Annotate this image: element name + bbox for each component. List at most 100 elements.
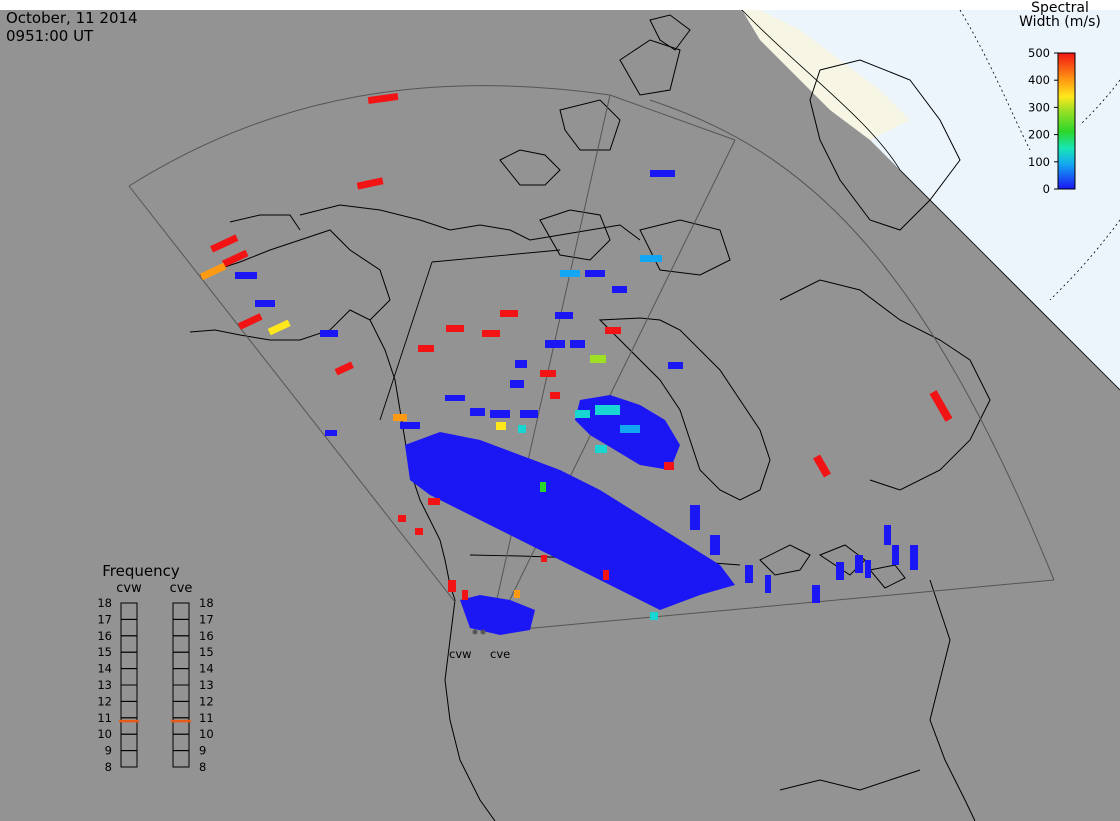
echo-cell	[865, 560, 871, 578]
frequency-scale-label: 8	[105, 760, 112, 774]
cve-fov-south-edge	[489, 579, 1055, 633]
plot-time: 0951:00 UT	[6, 27, 94, 45]
echo-cell	[640, 255, 662, 262]
echo-cell	[590, 355, 606, 363]
echo-cell	[555, 312, 573, 319]
frequency-title: Frequency	[102, 562, 180, 580]
echo-cell	[550, 392, 560, 399]
echo-cell	[603, 570, 609, 580]
echo-cell	[812, 585, 820, 603]
frequency-scale-label: 14	[199, 662, 214, 676]
echo-cell	[518, 425, 526, 433]
echo-cell	[690, 505, 700, 530]
colorbar-tick-label: 300	[1028, 100, 1050, 114]
echo-cell	[235, 272, 257, 279]
echo-cell	[325, 430, 337, 436]
echo-cell	[668, 362, 683, 369]
echo-cell	[605, 327, 621, 334]
greenland-ice-region	[742, 10, 910, 140]
frequency-scale-label: 17	[97, 612, 112, 626]
echo-cell	[334, 361, 354, 376]
echo-cell	[650, 170, 675, 177]
echo-cell	[514, 590, 520, 598]
frequency-scale-label: 13	[97, 678, 112, 692]
frequency-scale-label: 11	[199, 711, 214, 725]
colorbar-gradient	[1057, 52, 1076, 190]
echo-cell	[855, 555, 863, 573]
frequency-box	[172, 750, 190, 768]
echo-cell	[515, 360, 527, 368]
echo-cell	[482, 330, 500, 337]
echo-cell	[612, 286, 627, 293]
radar-site-label-cve: cve	[490, 647, 510, 661]
echo-cell	[540, 370, 556, 377]
fov-connector	[609, 94, 736, 141]
radar-site-label-cvw: cvw	[449, 647, 472, 661]
echo-cell	[446, 325, 464, 332]
frequency-scale-label: 8	[199, 760, 206, 774]
latitude-circle	[1079, 79, 1120, 126]
terminator-line	[741, 9, 1120, 391]
echo-cell	[575, 410, 590, 418]
echo-cell	[415, 528, 423, 535]
echo-cell	[418, 345, 434, 352]
top-margin	[0, 0, 1120, 10]
echo-cell	[462, 590, 468, 600]
echo-cell	[448, 580, 456, 592]
echo-cell	[570, 340, 585, 348]
frequency-scale-label: 18	[97, 596, 112, 610]
echo-cell	[210, 234, 239, 253]
echo-cell	[237, 313, 263, 330]
echo-cell	[892, 545, 899, 565]
cve-fov-west-edge	[494, 139, 736, 631]
echo-cell	[929, 390, 953, 422]
frequency-scale-label: 14	[97, 662, 112, 676]
radar-site-marker	[472, 629, 478, 635]
frequency-scale-label: 9	[105, 744, 112, 758]
echo-cell	[500, 310, 518, 317]
echo-cell	[745, 565, 753, 583]
frequency-scale-label: 12	[97, 694, 112, 708]
radar-fov-outlines	[128, 85, 1055, 633]
frequency-box	[120, 750, 138, 768]
cve-fov-far-edge	[649, 99, 1055, 581]
frequency-radar-label-cvw: cvw	[116, 581, 142, 596]
echo-cell	[813, 454, 831, 478]
cvw-fov-far-edge	[128, 85, 611, 187]
echo-cell	[540, 482, 546, 492]
echo-cell	[520, 410, 538, 418]
frequency-scale-label: 15	[199, 645, 214, 659]
echo-cell	[393, 414, 407, 421]
frequency-scale-label: 11	[97, 711, 112, 725]
spectral-width-colorbar: Spectral Width (m/s) 500 400 300 200 100 0	[1019, 0, 1101, 196]
echo-cell	[398, 515, 406, 522]
colorbar-tick-label: 0	[1043, 182, 1050, 196]
latitude-circle	[1049, 219, 1120, 301]
echo-region-near-range	[460, 595, 535, 635]
echo-cell	[490, 410, 510, 418]
echo-cell	[664, 462, 674, 470]
echo-cell	[765, 575, 771, 593]
echo-cell	[367, 92, 399, 105]
frequency-panel: Frequency cvw cve 18 17 16 15 14 13 12 11 10 9 8 18…	[97, 562, 213, 774]
frequency-scale-label: 10	[97, 727, 112, 741]
frequency-scale-label: 17	[199, 612, 214, 626]
echo-cell	[710, 535, 720, 555]
echo-cell	[595, 445, 607, 453]
frequency-scale-label: 9	[199, 744, 206, 758]
plot-date: October, 11 2014	[6, 9, 138, 27]
echo-cell	[255, 300, 275, 307]
latitude-circle	[959, 9, 1031, 151]
frequency-scale-label: 18	[199, 596, 214, 610]
echo-cell	[884, 525, 891, 545]
echo-cell	[545, 340, 565, 348]
frequency-scale-label: 15	[97, 645, 112, 659]
cvw-fov-west-edge	[128, 185, 456, 603]
colorbar-title-line1: Spectral	[1031, 0, 1089, 16]
frequency-scale-label: 16	[97, 629, 112, 643]
cvw-fov-east-edge	[489, 94, 611, 631]
colorbar-tick-label: 100	[1028, 155, 1050, 169]
echo-cell	[221, 249, 249, 268]
